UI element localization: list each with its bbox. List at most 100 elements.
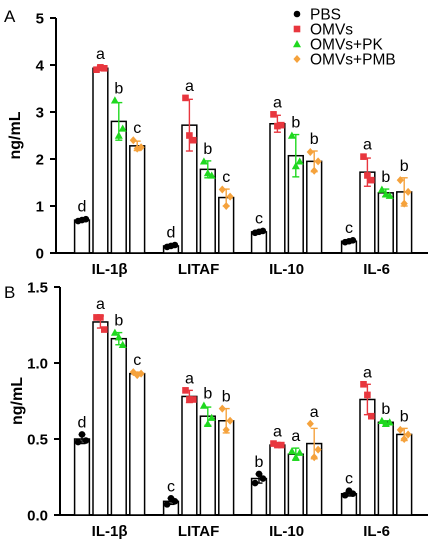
bar-omvs-pk (199, 168, 216, 254)
data-point (306, 419, 314, 428)
x-category-label: IL-10 (269, 261, 304, 278)
data-point (385, 418, 394, 426)
legend-marker (293, 55, 301, 63)
significance-letter: c (255, 210, 263, 227)
data-point (295, 157, 304, 165)
legend-label: OMVs+PK (310, 37, 383, 54)
data-point (226, 192, 234, 201)
data-point (207, 171, 216, 179)
data-point (137, 143, 145, 152)
data-point (78, 431, 86, 438)
data-point (199, 157, 208, 165)
data-point (171, 241, 179, 249)
significance-letter: a (273, 94, 282, 111)
y-tick-label: 4 (36, 58, 45, 75)
data-point (278, 441, 285, 449)
data-point (182, 387, 189, 394)
bar-omvs-pmb (129, 145, 146, 254)
data-point (310, 166, 318, 175)
data-point (287, 447, 296, 455)
significance-letter: a (185, 370, 194, 387)
data-point (349, 490, 357, 498)
data-point (295, 448, 304, 456)
significance-letter: b (381, 169, 390, 186)
y-tick-label: 1.5 (27, 280, 48, 297)
y-tick-label: 0.5 (27, 432, 48, 449)
bar-omvs-pk (377, 421, 394, 516)
data-point (314, 157, 322, 166)
data-point (396, 425, 404, 434)
legend-marker (293, 25, 301, 33)
data-point (97, 314, 104, 321)
bar-omvs (92, 67, 109, 254)
data-point (82, 437, 90, 444)
data-point (251, 479, 259, 487)
data-point (306, 147, 314, 156)
bar-omvs-pmb (129, 372, 146, 516)
data-point (93, 66, 100, 73)
data-point (186, 132, 193, 139)
significance-letter: b (310, 131, 319, 148)
bar-omvs-pmb (306, 160, 323, 254)
bar-omvs (92, 321, 109, 516)
significance-letter: c (133, 120, 141, 137)
data-point (203, 169, 212, 177)
data-point (278, 121, 285, 129)
x-category-label: LITAF (178, 523, 219, 540)
significance-letter: a (185, 78, 194, 95)
data-point (360, 380, 367, 388)
legend-label: OMVs (310, 22, 353, 39)
significance-letter: d (78, 199, 87, 216)
data-point (310, 453, 318, 462)
data-point (199, 401, 208, 409)
data-point (101, 326, 108, 333)
panel-label: A (4, 7, 16, 26)
data-point (404, 187, 412, 196)
data-point (97, 64, 104, 71)
bar-omvs (269, 444, 286, 516)
legend-marker (293, 10, 301, 18)
bar-omvs-pk (110, 120, 127, 254)
data-point (314, 445, 322, 454)
x-category-label: LITAF (178, 261, 219, 278)
data-point (364, 391, 371, 399)
legend-marker (293, 40, 301, 48)
x-category-label: IL-1β (92, 523, 128, 540)
data-point (270, 111, 277, 118)
data-point (190, 396, 197, 403)
y-axis-label: ng/mL (7, 111, 24, 159)
data-point (222, 425, 230, 434)
y-tick-label: 1.0 (27, 356, 48, 373)
significance-letter: c (345, 220, 353, 237)
data-point (385, 191, 394, 199)
data-point (222, 202, 230, 210)
bar-omvs-pk (287, 453, 304, 516)
data-point (360, 153, 367, 160)
y-tick-label: 3 (36, 105, 44, 122)
data-point (274, 122, 281, 130)
y-tick-label: 5 (36, 11, 44, 28)
data-point (114, 333, 123, 341)
significance-letter: a (291, 428, 300, 445)
significance-letter: b (291, 115, 300, 132)
y-tick-label: 2 (36, 152, 44, 169)
bar-omvs (181, 395, 198, 516)
data-point (137, 369, 145, 378)
data-point (341, 491, 349, 499)
data-point (207, 413, 216, 421)
significance-letter: b (255, 454, 264, 471)
y-tick-label: 1 (36, 199, 44, 216)
data-point (74, 438, 82, 446)
significance-letter: a (273, 424, 282, 441)
data-point (377, 416, 386, 424)
data-point (218, 185, 226, 194)
data-point (203, 419, 212, 427)
data-point (270, 440, 277, 447)
panel-label: B (4, 283, 15, 302)
data-point (218, 404, 226, 413)
data-point (349, 237, 357, 244)
significance-letter: b (381, 401, 390, 418)
bar-omvs (269, 123, 286, 254)
